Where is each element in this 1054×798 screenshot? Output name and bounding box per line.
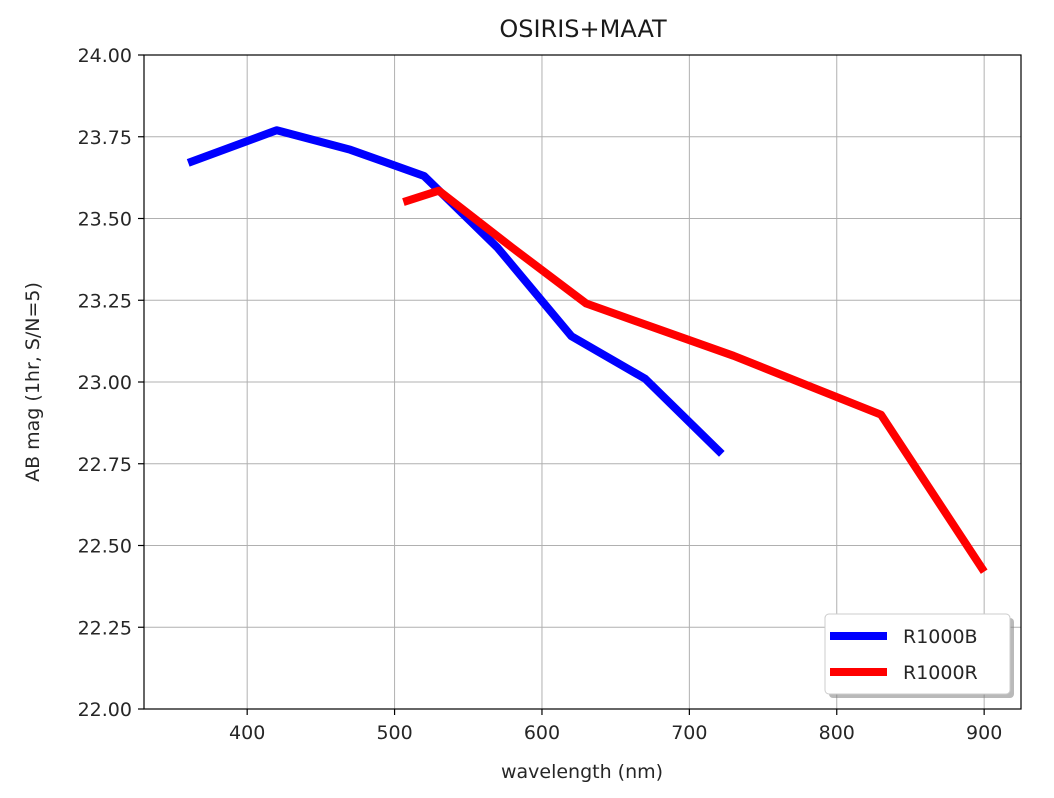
y-tick-label: 23.75 xyxy=(78,127,132,149)
y-tick-label: 22.75 xyxy=(78,454,132,476)
x-tick-label: 700 xyxy=(671,722,707,744)
y-tick-label: 22.25 xyxy=(78,617,132,639)
chart-title: OSIRIS+MAAT xyxy=(499,15,667,43)
y-tick-label: 22.50 xyxy=(78,536,132,558)
axis-ticks: 400 500 600 700 800 900 22.00 22.25 22.50 22.75 23… xyxy=(78,45,1003,744)
legend: R1000B R1000R xyxy=(824,613,1014,698)
gridlines xyxy=(144,54,1021,710)
y-tick-label: 24.00 xyxy=(78,45,132,67)
x-tick-label: 500 xyxy=(376,722,412,744)
y-tick-label: 23.00 xyxy=(78,372,132,394)
x-tick-label: 900 xyxy=(966,722,1002,744)
series-line-r1000r xyxy=(402,186,988,574)
y-tick-label: 22.00 xyxy=(78,699,132,721)
y-axis-label: AB mag (1hr, S/N=5) xyxy=(22,282,44,482)
x-tick-label: 600 xyxy=(524,722,560,744)
x-tick-label: 400 xyxy=(229,722,265,744)
series-lines xyxy=(186,126,988,574)
y-tick-label: 23.50 xyxy=(78,209,132,231)
y-tick-label: 23.25 xyxy=(78,290,132,312)
x-axis-label: wavelength (nm) xyxy=(501,761,663,783)
legend-label: R1000R xyxy=(903,662,978,684)
series-line-r1000b xyxy=(186,126,725,457)
legend-label: R1000B xyxy=(903,626,978,648)
x-tick-label: 800 xyxy=(819,722,855,744)
